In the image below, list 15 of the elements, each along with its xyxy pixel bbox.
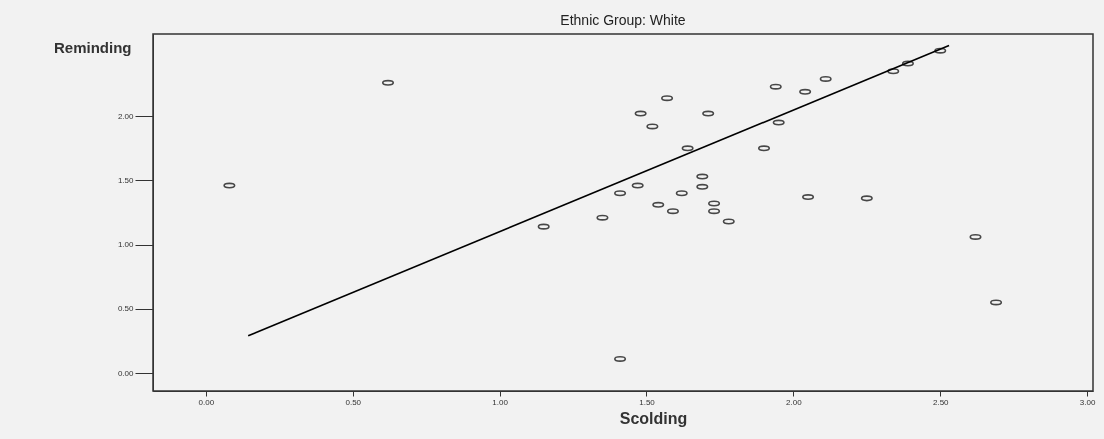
x-tick-label: 0.00	[198, 397, 215, 407]
y-tick-label: 2.00	[117, 111, 135, 121]
y-tick-label: 0.50	[117, 304, 135, 314]
y-tick-label: 1.00	[117, 240, 135, 250]
x-axis-title: Scolding	[619, 409, 688, 427]
x-tick-label: 2.00	[786, 397, 803, 407]
y-axis-title: Reminding	[54, 38, 132, 56]
x-tick-label: 0.50	[345, 397, 362, 407]
y-tick-label: 0.00	[117, 368, 135, 378]
x-tick-label: 3.00	[1079, 397, 1096, 407]
x-tick-label: 1.00	[492, 397, 509, 407]
y-tick-label: 1.50	[117, 175, 135, 185]
x-tick-label: 1.50	[639, 397, 656, 407]
x-tick-label: 2.50	[932, 397, 950, 407]
chart-title: Ethnic Group: White	[560, 12, 686, 28]
